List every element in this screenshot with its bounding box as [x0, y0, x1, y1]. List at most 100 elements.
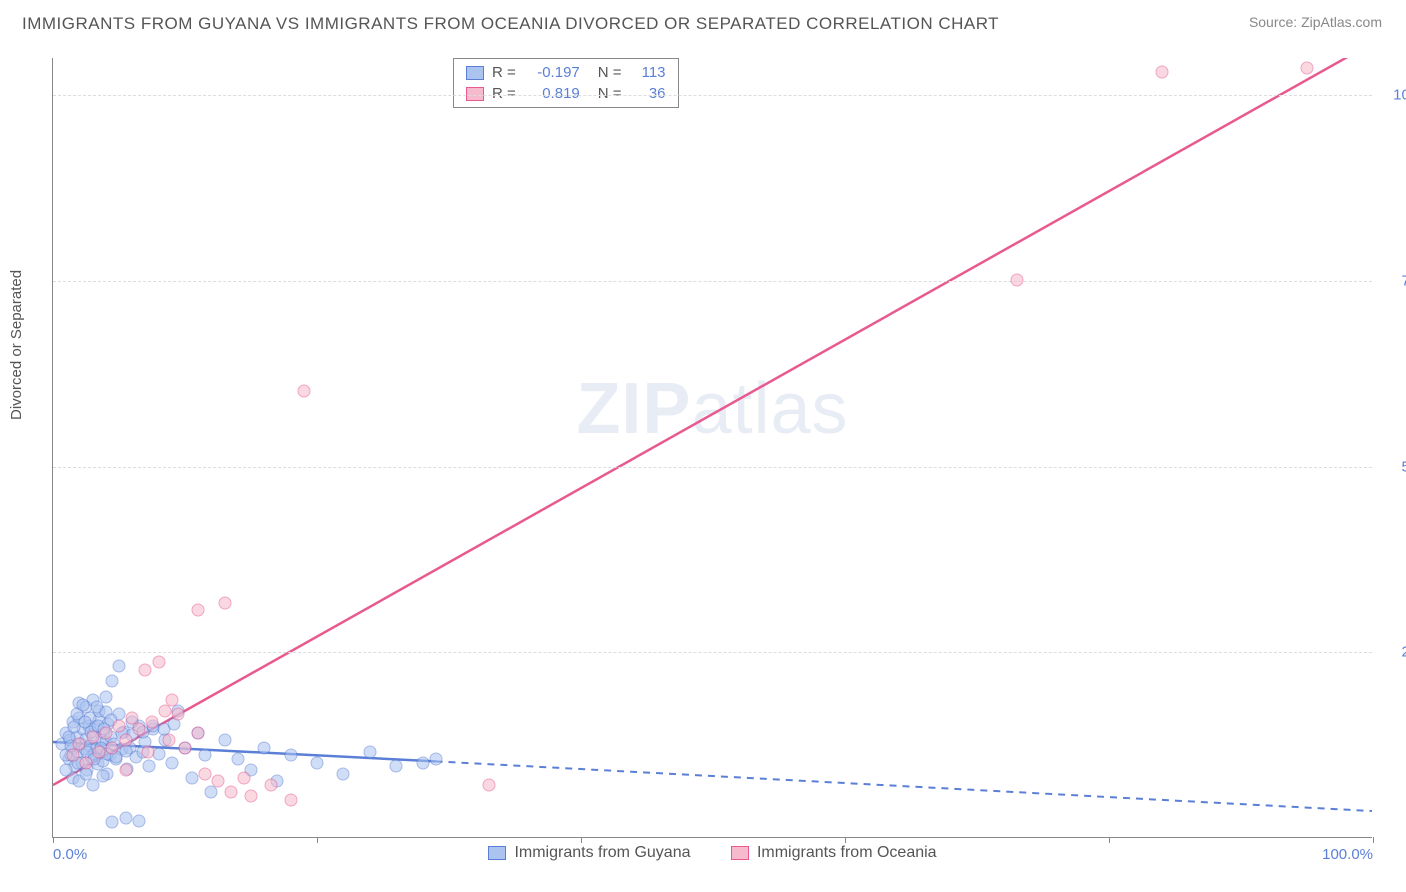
scatter-point — [86, 730, 99, 743]
scatter-point — [146, 715, 159, 728]
chart-title: IMMIGRANTS FROM GUYANA VS IMMIGRANTS FRO… — [22, 14, 999, 34]
scatter-point — [132, 723, 145, 736]
n-value-oceania: 36 — [630, 85, 666, 102]
scatter-point — [416, 756, 429, 769]
scatter-point — [106, 816, 119, 829]
scatter-point — [113, 660, 126, 673]
gridline — [53, 467, 1372, 468]
scatter-point — [245, 790, 258, 803]
scatter-point — [106, 675, 119, 688]
scatter-point — [179, 741, 192, 754]
watermark: ZIPatlas — [576, 368, 848, 450]
scatter-chart: ZIPatlas R = -0.197 N = 113 R = 0.819 N … — [52, 58, 1372, 838]
scatter-point — [73, 738, 86, 751]
scatter-point — [119, 764, 132, 777]
n-label: N = — [598, 85, 622, 102]
legend-item-oceania: Immigrants from Oceania — [731, 844, 937, 862]
scatter-point — [86, 779, 99, 792]
scatter-point — [152, 656, 165, 669]
legend-row-oceania: R = 0.819 N = 36 — [454, 83, 678, 104]
scatter-point — [238, 771, 251, 784]
r-value-oceania: 0.819 — [524, 85, 580, 102]
x-tick — [1373, 837, 1374, 843]
scatter-point — [1155, 65, 1168, 78]
r-value-guyana: -0.197 — [524, 64, 580, 81]
scatter-point — [80, 756, 93, 769]
scatter-point — [212, 775, 225, 788]
scatter-point — [192, 604, 205, 617]
series-name-oceania: Immigrants from Oceania — [757, 844, 937, 862]
correlation-legend: R = -0.197 N = 113 R = 0.819 N = 36 — [453, 58, 679, 108]
watermark-bold: ZIP — [576, 369, 691, 449]
y-tick-label: 50.0% — [1380, 458, 1406, 475]
scatter-point — [284, 793, 297, 806]
y-axis-label: Divorced or Separated — [8, 270, 25, 420]
y-tick-label: 25.0% — [1380, 644, 1406, 661]
scatter-point — [77, 698, 90, 711]
series-legend: Immigrants from Guyana Immigrants from O… — [53, 844, 1372, 865]
trend-lines — [53, 58, 1372, 837]
gridline — [53, 652, 1372, 653]
r-label: R = — [492, 85, 516, 102]
scatter-point — [390, 760, 403, 773]
scatter-point — [60, 764, 73, 777]
gridline — [53, 95, 1372, 96]
scatter-point — [337, 767, 350, 780]
scatter-point — [225, 786, 238, 799]
scatter-point — [482, 779, 495, 792]
scatter-point — [165, 693, 178, 706]
watermark-light: atlas — [691, 369, 848, 449]
scatter-point — [231, 753, 244, 766]
legend-row-guyana: R = -0.197 N = 113 — [454, 62, 678, 83]
scatter-point — [258, 741, 271, 754]
scatter-point — [165, 756, 178, 769]
scatter-point — [218, 597, 231, 610]
legend-item-guyana: Immigrants from Guyana — [488, 844, 690, 862]
y-tick-label: 75.0% — [1380, 272, 1406, 289]
scatter-point — [198, 749, 211, 762]
scatter-point — [142, 745, 155, 758]
x-tick-label: 100.0% — [1322, 846, 1373, 863]
x-tick — [317, 837, 318, 843]
scatter-point — [159, 704, 172, 717]
scatter-point — [297, 385, 310, 398]
swatch-oceania — [466, 87, 484, 101]
swatch-oceania — [731, 846, 749, 860]
scatter-point — [99, 727, 112, 740]
gridline — [53, 281, 1372, 282]
scatter-point — [264, 779, 277, 792]
scatter-point — [284, 749, 297, 762]
scatter-point — [192, 727, 205, 740]
scatter-point — [163, 734, 176, 747]
scatter-point — [198, 767, 211, 780]
source-prefix: Source: — [1249, 14, 1301, 30]
scatter-point — [1010, 273, 1023, 286]
x-tick-label: 0.0% — [53, 846, 87, 863]
scatter-point — [172, 708, 185, 721]
scatter-point — [106, 741, 119, 754]
x-tick — [53, 837, 54, 843]
scatter-point — [93, 745, 106, 758]
x-tick — [581, 837, 582, 843]
swatch-guyana — [488, 846, 506, 860]
n-label: N = — [598, 64, 622, 81]
scatter-point — [119, 734, 132, 747]
scatter-point — [97, 770, 110, 783]
swatch-guyana — [466, 66, 484, 80]
scatter-point — [143, 760, 156, 773]
scatter-point — [363, 745, 376, 758]
scatter-point — [311, 756, 324, 769]
scatter-point — [185, 771, 198, 784]
scatter-point — [113, 719, 126, 732]
x-tick — [845, 837, 846, 843]
scatter-point — [139, 663, 152, 676]
scatter-point — [132, 814, 145, 827]
source-attribution: Source: ZipAtlas.com — [1249, 14, 1382, 30]
x-tick — [1109, 837, 1110, 843]
scatter-point — [119, 812, 132, 825]
scatter-point — [429, 753, 442, 766]
n-value-guyana: 113 — [630, 64, 666, 81]
series-name-guyana: Immigrants from Guyana — [514, 844, 690, 862]
scatter-point — [66, 749, 79, 762]
r-label: R = — [492, 64, 516, 81]
